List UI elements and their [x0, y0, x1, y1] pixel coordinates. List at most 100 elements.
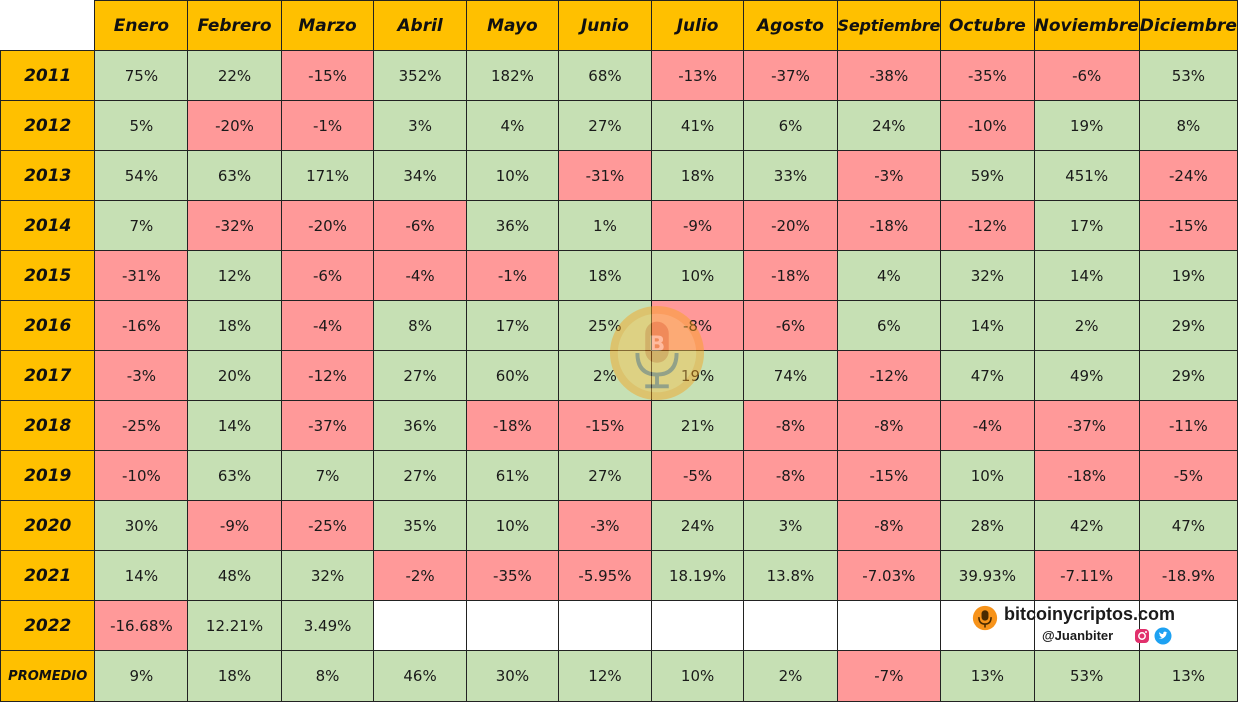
value-cell: -37% — [1033, 400, 1140, 451]
table-row: 2022 -16.68% 12.21% 3.49% — [0, 600, 1238, 651]
value-cell: 352% — [373, 50, 467, 101]
value-cell: -20% — [280, 200, 375, 251]
instagram-icon — [1135, 629, 1149, 643]
table-row: 2020 30% -9% -25% 35% 10% -3% 24% 3% -8% 28% 42% 47% — [0, 500, 1238, 551]
column-header: Abril — [373, 0, 467, 51]
value-cell: -9% — [187, 500, 282, 551]
column-header: Mayo — [465, 0, 560, 51]
value-cell — [650, 600, 745, 651]
twitter-icon — [1154, 627, 1172, 645]
table-header: Enero Febrero Marzo Abril Mayo Junio Julio Agos… — [0, 0, 1238, 51]
value-cell: -18% — [465, 400, 560, 451]
value-cell: 42% — [1033, 500, 1140, 551]
value-cell: -15% — [558, 400, 652, 451]
row-label: 2014 — [0, 200, 96, 251]
row-label: 2011 — [0, 50, 96, 101]
table-body: 2011 75% 22% -15% 352% 182% 68% -13% -37% -38% -35… — [0, 50, 1238, 702]
value-cell: -3% — [94, 350, 189, 401]
value-cell: 59% — [940, 150, 1035, 201]
value-cell: 18% — [650, 150, 745, 201]
table-row: PROMEDIO 9% 18% 8% 46% 30% 12% 10% 2% -7% 13% 53% 13… — [0, 650, 1238, 702]
value-cell: 47% — [940, 350, 1035, 401]
value-cell: -12% — [940, 200, 1035, 251]
value-cell: -8% — [650, 300, 745, 351]
value-cell: 74% — [743, 350, 838, 401]
value-cell: 10% — [650, 650, 745, 702]
table-row: 2014 7% -32% -20% -6% 36% 1% -9% -20% -18% -12% 17%… — [0, 200, 1238, 251]
value-cell: -6% — [1033, 50, 1140, 101]
table-row: 2016 -16% 18% -4% 8% 17% 25% -8% -6% 6% 14% 2% 29% — [0, 300, 1238, 351]
value-cell: 14% — [940, 300, 1035, 351]
value-cell: 18% — [558, 250, 652, 301]
corner-cell — [0, 0, 96, 51]
row-label: 2012 — [0, 100, 96, 151]
value-cell: 19% — [1033, 100, 1140, 151]
value-cell: 54% — [94, 150, 189, 201]
value-cell: -2% — [373, 550, 467, 601]
value-cell: -15% — [1138, 200, 1238, 251]
value-cell: 27% — [373, 350, 467, 401]
value-cell: 19% — [1138, 250, 1238, 301]
value-cell: -7% — [836, 650, 942, 702]
value-cell — [465, 600, 560, 651]
value-cell: 4% — [836, 250, 942, 301]
column-header: Noviembre — [1033, 0, 1140, 51]
value-cell: -16% — [94, 300, 189, 351]
value-cell: 10% — [465, 500, 560, 551]
value-cell: 53% — [1033, 650, 1140, 702]
row-label: 2016 — [0, 300, 96, 351]
value-cell: -37% — [743, 50, 838, 101]
value-cell: 5% — [94, 100, 189, 151]
value-cell: 32% — [280, 550, 375, 601]
value-cell: 1% — [558, 200, 652, 251]
value-cell: -3% — [836, 150, 942, 201]
value-cell: 41% — [650, 100, 745, 151]
value-cell: -1% — [465, 250, 560, 301]
value-cell: -5% — [650, 450, 745, 501]
value-cell: 60% — [465, 350, 560, 401]
bitcoin-podcast-icon — [972, 605, 998, 631]
value-cell: 21% — [650, 400, 745, 451]
value-cell: 53% — [1138, 50, 1238, 101]
value-cell: 33% — [743, 150, 838, 201]
value-cell: 13.8% — [743, 550, 838, 601]
value-cell: 27% — [558, 100, 652, 151]
value-cell: 63% — [187, 150, 282, 201]
value-cell: 3.49% — [280, 600, 375, 651]
value-cell: 10% — [650, 250, 745, 301]
table-row: 2015 -31% 12% -6% -4% -1% 18% 10% -18% 4% 32% 14% 19… — [0, 250, 1238, 301]
column-header: Enero — [94, 0, 189, 51]
value-cell: -16.68% — [94, 600, 189, 651]
value-cell: -20% — [743, 200, 838, 251]
value-cell: 30% — [465, 650, 560, 702]
value-cell: 182% — [465, 50, 560, 101]
row-label: 2015 — [0, 250, 96, 301]
value-cell: 46% — [373, 650, 467, 702]
value-cell: -12% — [280, 350, 375, 401]
table-row: 2018 -25% 14% -37% 36% -18% -15% 21% -8% -8% -4% -3… — [0, 400, 1238, 451]
value-cell: 12.21% — [187, 600, 282, 651]
value-cell: 12% — [187, 250, 282, 301]
value-cell: 17% — [465, 300, 560, 351]
value-cell: 47% — [1138, 500, 1238, 551]
value-cell: -5.95% — [558, 550, 652, 601]
value-cell — [743, 600, 838, 651]
value-cell: 6% — [743, 100, 838, 151]
value-cell: 18% — [187, 650, 282, 702]
table-row: 2021 14% 48% 32% -2% -35% -5.95% 18.19% 13.8% -7.… — [0, 550, 1238, 601]
value-cell: 29% — [1138, 350, 1238, 401]
column-header: Junio — [558, 0, 652, 51]
value-cell: -25% — [94, 400, 189, 451]
value-cell: -18% — [836, 200, 942, 251]
value-cell — [558, 600, 652, 651]
value-cell: 27% — [558, 450, 652, 501]
value-cell: 13% — [1138, 650, 1238, 702]
value-cell: 29% — [1138, 300, 1238, 351]
value-cell: -4% — [280, 300, 375, 351]
value-cell: 2% — [558, 350, 652, 401]
value-cell: 20% — [187, 350, 282, 401]
value-cell: 24% — [650, 500, 745, 551]
value-cell: -10% — [94, 450, 189, 501]
value-cell: 8% — [373, 300, 467, 351]
value-cell: 24% — [836, 100, 942, 151]
